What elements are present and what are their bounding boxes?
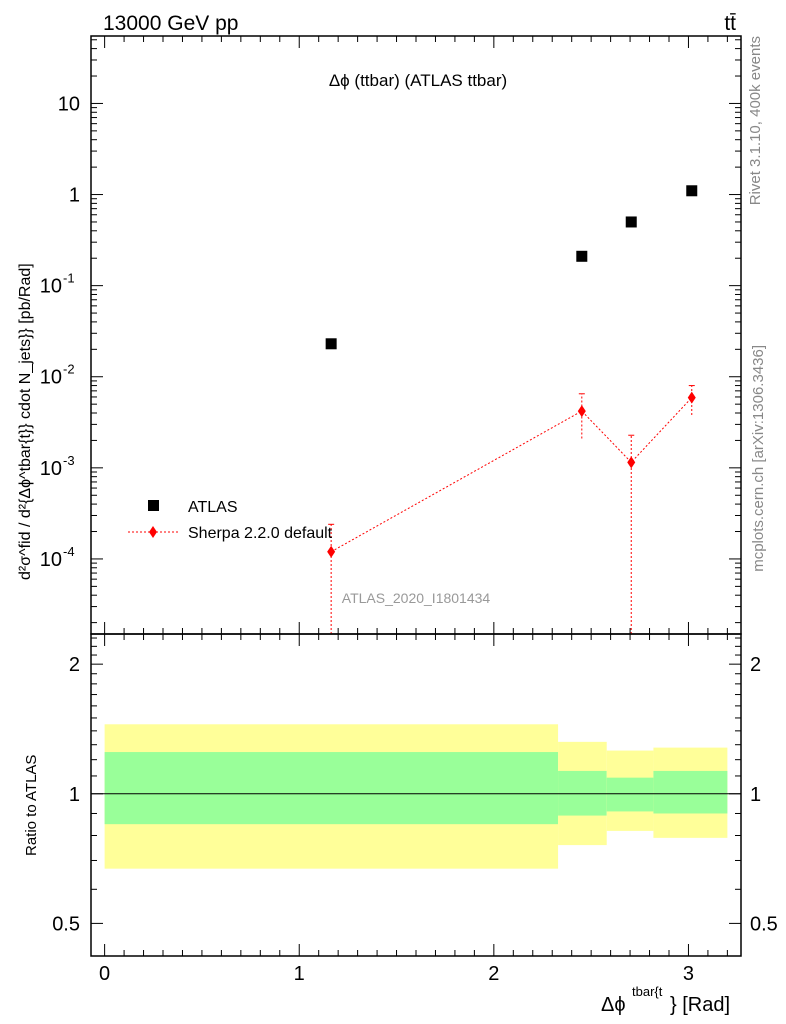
x-tick-label: 1 bbox=[294, 963, 305, 985]
atlas-data-point bbox=[625, 216, 637, 228]
main-ylabel: d²σ^fid / d²{Δϕ^tbar{t}} cdot N_jets}} [… bbox=[17, 263, 34, 580]
ratio-y-tick-label-left: 2 bbox=[69, 654, 80, 676]
y-tick-label-exponent: -1 bbox=[63, 271, 75, 286]
y-tick-label: 1 bbox=[69, 185, 80, 207]
main-plot-area bbox=[325, 185, 698, 634]
legend: ATLAS Sherpa 2.2.0 default bbox=[128, 499, 333, 542]
y-tick-label: 10 bbox=[40, 549, 62, 571]
y-tick-label: 10 bbox=[40, 276, 62, 298]
legend-atlas-marker bbox=[148, 500, 159, 511]
mcplots-label: mcplots.cern.ch [arXiv:1306.3436] bbox=[750, 345, 767, 572]
ratio-inner-band-2 bbox=[606, 777, 654, 812]
legend-sherpa-label: Sherpa 2.2.0 default bbox=[188, 525, 333, 542]
atlas-data-point bbox=[325, 338, 337, 350]
xaxis-label: Δϕ tbar{t } [Rad] bbox=[601, 984, 730, 1016]
analysis-watermark: ATLAS_2020_I1801434 bbox=[342, 590, 491, 606]
sherpa-point bbox=[627, 456, 636, 469]
ratio-y-tick-label-right: 1 bbox=[750, 784, 761, 806]
main-plot-title: Δϕ (ttbar) (ATLAS ttbar) bbox=[329, 71, 507, 90]
ratio-ylabel: Ratio to ATLAS bbox=[23, 755, 40, 856]
y-tick-label-exponent: -4 bbox=[63, 544, 75, 559]
y-tick-label: 10 bbox=[40, 367, 62, 389]
sherpa-line bbox=[330, 397, 693, 553]
xaxis-label-sup: tbar{t bbox=[632, 984, 663, 999]
y-tick-label: 10 bbox=[40, 458, 62, 480]
ratio-inner-band-1 bbox=[558, 770, 607, 816]
x-tick-label: 2 bbox=[488, 963, 499, 985]
ratio-y-tick-label-left: 1 bbox=[69, 784, 80, 806]
ratio-inner-band-3 bbox=[653, 770, 728, 814]
main-frame-border bbox=[90, 35, 742, 635]
atlas-data-point bbox=[576, 250, 588, 262]
atlas-data-point bbox=[686, 185, 698, 197]
header-process-label: tt̄ bbox=[724, 12, 736, 35]
header-energy-label: 13000 GeV pp bbox=[103, 12, 238, 35]
y-tick-label-exponent: -3 bbox=[63, 453, 75, 468]
ratio-panel: 0 1 2 3 0.5 0.5 1 1 2 2 bbox=[52, 633, 778, 985]
xaxis-label-tail: } [Rad] bbox=[670, 994, 730, 1016]
x-tick-label: 3 bbox=[683, 963, 694, 985]
x-tick-label: 0 bbox=[99, 963, 110, 985]
sherpa-point bbox=[577, 405, 586, 418]
ratio-inner-band-0 bbox=[104, 752, 559, 825]
legend-atlas-label: ATLAS bbox=[188, 499, 238, 516]
ratio-y-tick-label-left: 0.5 bbox=[52, 913, 80, 935]
xaxis-label-main: Δϕ bbox=[601, 994, 626, 1016]
sherpa-point bbox=[327, 545, 336, 558]
y-tick-label: 10 bbox=[58, 93, 80, 115]
ratio-y-tick-label-right: 0.5 bbox=[750, 913, 778, 935]
ratio-y-tick-label-right: 2 bbox=[750, 654, 761, 676]
y-tick-label-exponent: -2 bbox=[63, 362, 75, 377]
legend-sherpa-marker bbox=[149, 526, 157, 538]
sherpa-point bbox=[687, 391, 696, 404]
rivet-version-label: Rivet 3.1.10, 400k events bbox=[747, 36, 764, 205]
